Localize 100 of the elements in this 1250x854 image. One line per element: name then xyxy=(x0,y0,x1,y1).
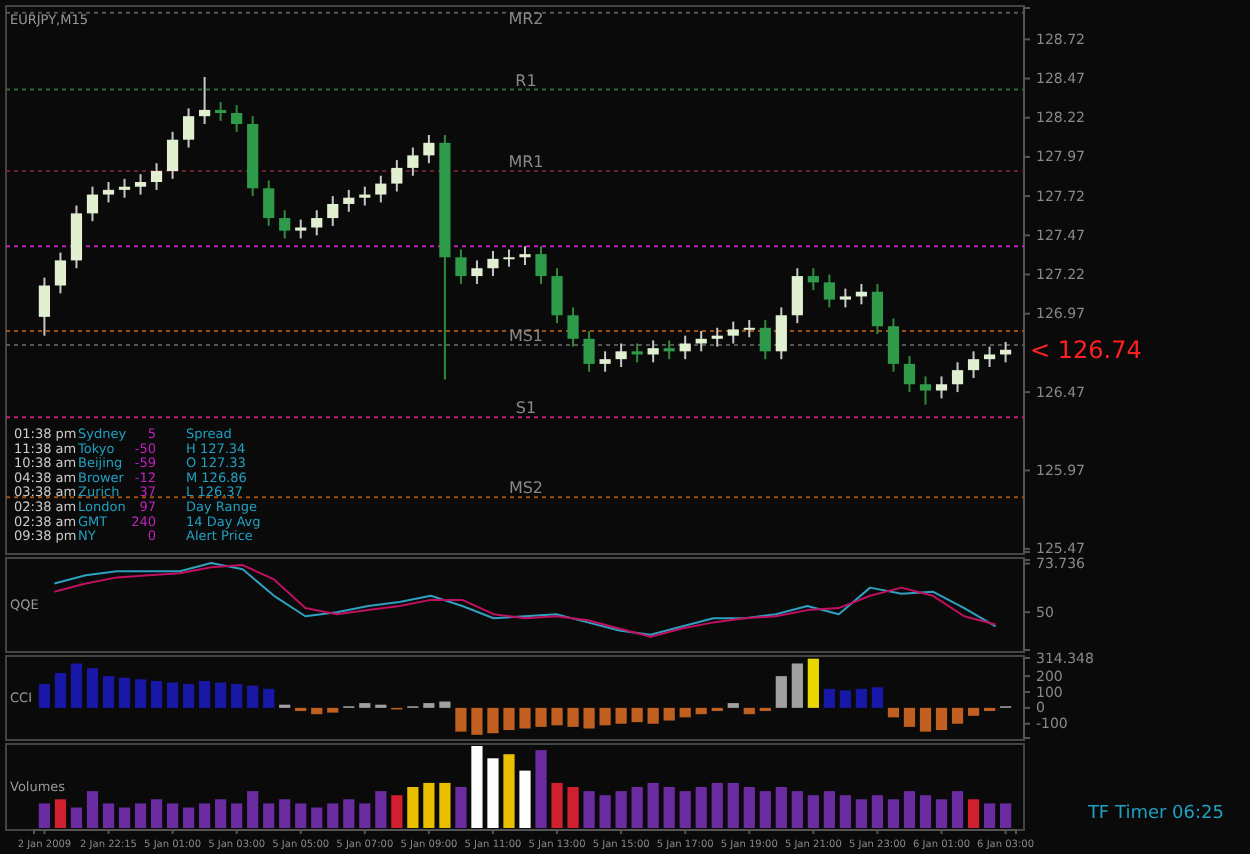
candlestick xyxy=(263,179,275,227)
candlestick xyxy=(327,195,339,227)
candlestick xyxy=(166,130,179,180)
candlestick xyxy=(182,107,195,149)
bar xyxy=(70,807,83,828)
candlestick xyxy=(871,282,884,336)
bar xyxy=(279,799,291,828)
bar xyxy=(86,791,99,828)
bar xyxy=(759,791,771,828)
bar xyxy=(615,707,627,724)
bar xyxy=(967,707,980,716)
candlestick xyxy=(134,173,147,196)
candlestick xyxy=(807,267,819,292)
bar xyxy=(743,787,755,828)
bar xyxy=(903,791,916,828)
ref-line-label: MS2 xyxy=(508,479,544,498)
candlestick xyxy=(823,273,835,309)
candlestick xyxy=(791,267,803,325)
candlestick xyxy=(599,350,611,373)
bar xyxy=(935,799,948,828)
candlestick xyxy=(311,209,323,237)
bar xyxy=(951,707,964,724)
candlestick xyxy=(70,204,83,270)
candlestick xyxy=(359,185,371,207)
candlestick xyxy=(231,104,243,133)
bar xyxy=(951,791,964,828)
candlestick xyxy=(535,245,547,285)
bar xyxy=(567,787,579,828)
bar xyxy=(455,787,467,828)
bar xyxy=(134,803,147,828)
bar xyxy=(166,803,179,828)
ref-line-label: MR1 xyxy=(508,153,544,172)
bar xyxy=(839,690,851,708)
bar xyxy=(118,807,131,828)
bar xyxy=(775,676,787,708)
bar xyxy=(551,782,563,828)
bar xyxy=(711,782,723,828)
bar xyxy=(439,782,451,828)
bar xyxy=(295,803,307,828)
candlestick xyxy=(215,101,227,122)
bar xyxy=(871,687,884,708)
bar xyxy=(231,803,243,828)
candlestick xyxy=(38,276,51,337)
bar xyxy=(38,803,51,828)
candlestick xyxy=(711,326,723,348)
candlestick xyxy=(118,177,131,199)
bar xyxy=(70,663,83,708)
bar xyxy=(102,676,115,708)
candlestick xyxy=(391,159,403,193)
bar xyxy=(343,799,355,828)
bar xyxy=(919,707,932,732)
candlestick xyxy=(983,345,996,369)
candlestick xyxy=(839,287,851,309)
bar xyxy=(983,803,996,828)
bar xyxy=(311,707,323,715)
bar xyxy=(727,782,739,828)
candlestick xyxy=(519,245,531,267)
candlestick xyxy=(199,75,211,126)
bar xyxy=(647,782,659,828)
candlestick xyxy=(775,306,787,361)
bar xyxy=(215,682,227,708)
bar xyxy=(615,791,627,828)
candlestick xyxy=(551,267,563,325)
ref-line-label: MS1 xyxy=(508,327,544,346)
bar xyxy=(695,707,707,715)
candlestick xyxy=(471,259,483,285)
text: < 126.74 xyxy=(1030,335,1142,364)
bar xyxy=(471,707,483,735)
bar xyxy=(247,685,259,708)
candlestick xyxy=(647,339,659,364)
bar xyxy=(631,787,643,828)
bar xyxy=(134,679,147,708)
bar xyxy=(375,791,387,828)
bar xyxy=(150,680,163,708)
candlestick xyxy=(727,320,739,345)
bar xyxy=(535,750,547,828)
bar xyxy=(663,707,675,721)
bar xyxy=(839,795,851,828)
candlestick xyxy=(967,350,980,379)
candlestick xyxy=(679,334,691,361)
candlestick xyxy=(487,250,499,278)
ref-line-label: MR2 xyxy=(508,10,544,28)
candlestick xyxy=(343,188,355,213)
bar xyxy=(182,807,195,828)
bar xyxy=(150,799,163,828)
bar xyxy=(679,791,691,828)
bar xyxy=(487,758,499,828)
bar xyxy=(199,803,211,828)
bar xyxy=(182,684,195,708)
ref-line-label: S1 xyxy=(515,399,537,418)
ref-line-label: R1 xyxy=(515,71,537,90)
bar xyxy=(583,791,595,828)
candlestick xyxy=(279,209,291,240)
bar xyxy=(247,791,259,828)
candlestick xyxy=(663,339,675,361)
bar xyxy=(583,707,595,729)
candlestick xyxy=(903,355,916,394)
bar xyxy=(54,672,67,708)
bar xyxy=(487,707,499,734)
bar xyxy=(535,707,547,727)
